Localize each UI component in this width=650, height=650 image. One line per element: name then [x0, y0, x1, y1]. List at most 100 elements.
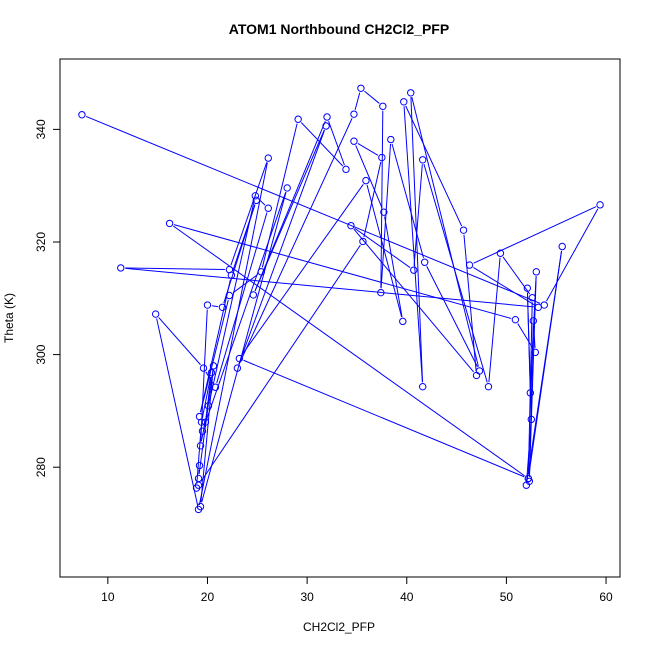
data-point [194, 474, 203, 483]
series-segment [355, 145, 383, 209]
series-segment [156, 318, 199, 506]
data-point [323, 113, 331, 121]
y-tick-label: 340 [34, 119, 48, 139]
data-point [227, 271, 236, 279]
data-point [199, 364, 208, 372]
data-point [531, 348, 540, 357]
series-segment [423, 163, 488, 383]
series-segment [363, 161, 382, 238]
data-point [117, 264, 125, 272]
series-segment [125, 267, 225, 271]
x-tick-label: 60 [599, 590, 613, 604]
y-axis-label: Theta (K) [2, 293, 16, 343]
data-point [207, 368, 216, 377]
series-segment [211, 305, 219, 308]
series-segment [232, 204, 256, 272]
data-point [379, 102, 387, 110]
data-point [203, 301, 212, 309]
series-segment [232, 274, 258, 294]
x-tick-label: 20 [201, 590, 215, 604]
data-point [197, 418, 206, 426]
data-point [596, 201, 604, 209]
data-point [484, 382, 493, 391]
series-segment [238, 118, 353, 365]
data-point [209, 362, 218, 370]
data-point [407, 89, 415, 97]
series-segment [473, 206, 597, 264]
data-point [196, 502, 205, 511]
series-segment [353, 228, 475, 373]
series-segment [413, 164, 423, 266]
data-point [377, 288, 385, 297]
data-point [218, 303, 227, 312]
data-point [165, 219, 174, 228]
series-segment [200, 370, 214, 503]
data-point [524, 474, 533, 483]
chart-title: ATOM1 Northbound CH2Cl2_PFP [229, 21, 449, 37]
data-point [465, 261, 474, 269]
series-segment [380, 110, 384, 289]
series-segment [546, 208, 599, 302]
series-segment [200, 299, 229, 413]
series-segment [426, 266, 478, 368]
y-tick-label: 280 [34, 457, 48, 477]
data-point [399, 317, 407, 326]
data-point [472, 371, 481, 380]
series-segment [238, 130, 325, 365]
series-segment [403, 106, 423, 383]
series-segment [216, 212, 268, 384]
data-point [378, 153, 386, 162]
series-segment [488, 257, 501, 383]
series-segment [300, 122, 344, 167]
data-point [350, 110, 358, 118]
data-point [342, 165, 350, 174]
data-point [252, 196, 260, 205]
data-point [283, 184, 291, 192]
series-segment [85, 115, 541, 304]
x-axis: 10 20 30 40 50 60 [101, 577, 613, 604]
data-point [528, 294, 537, 302]
series-segment [473, 267, 535, 306]
data-point [350, 137, 358, 145]
series-segment [463, 234, 477, 371]
series-segment [200, 244, 361, 482]
x-tick-label: 10 [101, 590, 115, 604]
plot-area-frame [59, 58, 621, 578]
series-segment [201, 192, 287, 503]
data-point [534, 303, 542, 312]
series-segment [196, 426, 202, 484]
series-segment [533, 325, 536, 348]
series-segment [328, 121, 345, 166]
series-segment [366, 184, 403, 318]
data-point [419, 382, 427, 391]
series-segment [384, 216, 403, 318]
y-axis: 280 300 320 340 [34, 119, 60, 477]
series-segment [198, 162, 268, 506]
data-point [322, 122, 330, 130]
data-point [204, 402, 213, 410]
data-point [357, 84, 365, 92]
series-segment [201, 376, 212, 418]
series-segment [158, 317, 201, 366]
series-segment [203, 192, 287, 428]
series-segment [205, 377, 212, 418]
data-point [511, 315, 520, 324]
series-segment [526, 250, 563, 481]
series-segment [230, 162, 268, 266]
data-point [264, 204, 272, 212]
series-segment [354, 227, 411, 268]
x-axis-label: CH2Cl2_PFP [303, 620, 375, 634]
data-point [233, 364, 242, 372]
data-point [257, 268, 265, 276]
data-point [294, 115, 302, 123]
series-line [85, 90, 599, 506]
data-point [459, 226, 468, 234]
data-point [347, 221, 355, 230]
data-point [387, 135, 395, 144]
series-segment [200, 279, 231, 413]
data-point [211, 383, 220, 391]
data-point [558, 242, 566, 251]
data-point [195, 461, 204, 470]
